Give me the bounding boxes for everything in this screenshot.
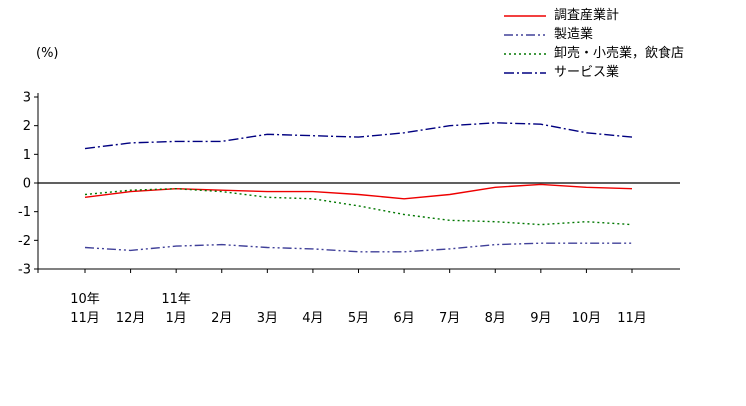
- legend-label: 製造業: [554, 27, 594, 42]
- y-tick-label: -2: [18, 234, 31, 249]
- x-tick-label: 5月: [348, 311, 369, 326]
- series-line-製造業: [84, 242, 632, 253]
- y-tick-label: -1: [18, 205, 31, 220]
- legend-item-total: 調査産業計: [503, 8, 684, 23]
- y-axis-unit-label: (%): [36, 46, 59, 61]
- x-tick-label: 7月: [439, 311, 460, 326]
- x-year-label: 11年: [161, 292, 191, 307]
- x-tick-label: 11月: [617, 311, 647, 326]
- x-tick-label: 2月: [211, 311, 232, 326]
- x-tick-label: 3月: [257, 311, 278, 326]
- series-line-調査産業計: [84, 183, 633, 200]
- legend-item-services: サービス業: [503, 65, 684, 80]
- legend-line-sample: [504, 71, 546, 74]
- x-tick-label: 6月: [393, 311, 414, 326]
- x-tick-label: 8月: [485, 311, 506, 326]
- legend: 調査産業計 製造業 卸売・小売業，飲食店 サービス業: [503, 8, 684, 80]
- legend-label: 調査産業計: [554, 8, 620, 23]
- x-tick-label: 12月: [116, 311, 146, 326]
- legend-item-wholesale-retail: 卸売・小売業，飲食店: [503, 46, 684, 61]
- series-line-卸売・小売業，飲食店: [84, 187, 633, 226]
- x-tick-label: 4月: [302, 311, 323, 326]
- x-year-label: 10年: [70, 292, 100, 307]
- y-tick-label: 1: [23, 148, 31, 163]
- x-tick-label: 9月: [530, 311, 551, 326]
- legend-line-sample: [504, 33, 546, 36]
- y-tick-label: -3: [18, 263, 31, 278]
- x-tick-label: 1月: [166, 311, 187, 326]
- y-tick-label: 0: [23, 177, 31, 192]
- x-tick-label: 11月: [70, 311, 100, 326]
- legend-label: サービス業: [554, 65, 620, 80]
- legend-label: 卸売・小売業，飲食店: [554, 46, 685, 61]
- series-line-サービス業: [84, 122, 633, 150]
- x-tick-label: 10月: [572, 311, 602, 326]
- legend-item-manufacturing: 製造業: [503, 27, 684, 42]
- y-tick-label: 3: [23, 91, 31, 106]
- y-tick-label: 2: [23, 119, 31, 134]
- legend-line-sample: [504, 14, 546, 17]
- legend-line-sample: [504, 52, 546, 55]
